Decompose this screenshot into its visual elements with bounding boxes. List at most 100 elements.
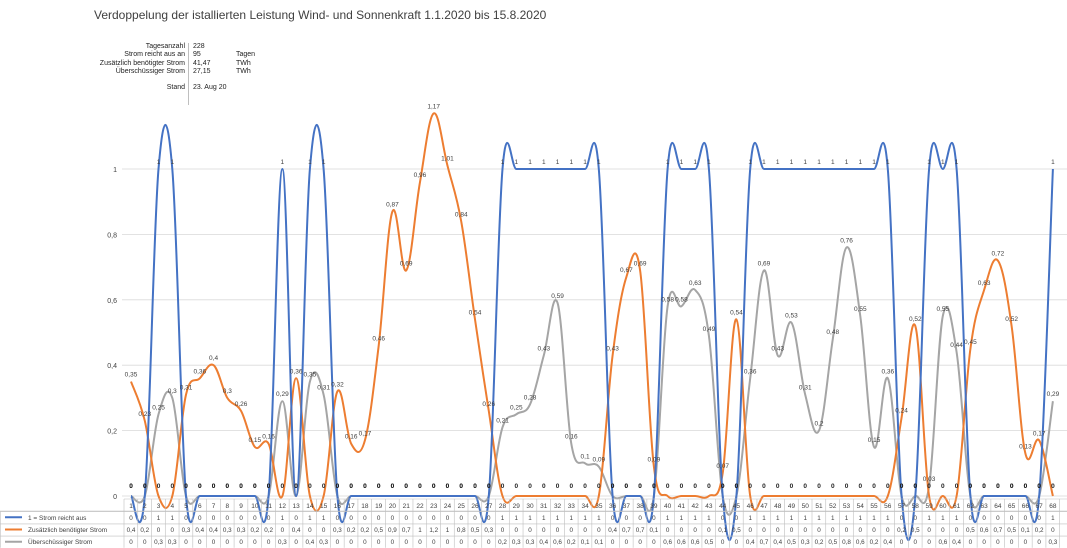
table-cell: 0 bbox=[322, 527, 326, 534]
point-label: 0 bbox=[858, 483, 862, 490]
point-label: 0 bbox=[184, 483, 188, 490]
table-cell: 0 bbox=[473, 539, 477, 546]
point-label: 0,03 bbox=[923, 476, 936, 483]
point-label: 0 bbox=[418, 483, 422, 490]
point-label: 0 bbox=[377, 483, 381, 490]
table-cell: 0 bbox=[404, 539, 408, 546]
data-table: 1 2 3 4 5 6 7 8 9 10 11 12 13 14 15 16 17 18 19 20 21 22 23 24 2… bbox=[0, 498, 1067, 548]
table-cell: 0,2 bbox=[498, 539, 507, 546]
table-cell: 0 bbox=[418, 515, 422, 522]
point-label: 0 bbox=[170, 483, 174, 490]
table-cell: 0,4 bbox=[539, 539, 548, 546]
point-label: 0,13 bbox=[1019, 443, 1032, 450]
table-cell: 0 bbox=[748, 527, 752, 534]
series-line bbox=[130, 112, 1054, 512]
table-cell: 0,5 bbox=[787, 539, 796, 546]
category-label: 25 bbox=[458, 503, 466, 510]
point-label: 0 bbox=[377, 483, 381, 490]
point-label: 0 bbox=[391, 483, 395, 490]
table-cell: 0 bbox=[336, 539, 340, 546]
table-cell: 0,3 bbox=[237, 527, 246, 534]
y-axis-ticks: 0 0,2 0,4 0,6 0,8 1 bbox=[107, 167, 117, 501]
table-cell: 0,4 bbox=[292, 527, 301, 534]
table-cell: 0 bbox=[432, 539, 436, 546]
table-cell: 1 bbox=[281, 515, 285, 522]
table-cell: 0 bbox=[982, 515, 986, 522]
category-label: 18 bbox=[361, 503, 369, 510]
table-cell: 0 bbox=[363, 515, 367, 522]
category-label: 7 bbox=[212, 503, 216, 510]
table-cell: 0 bbox=[914, 515, 918, 522]
category-label: 6 bbox=[198, 503, 202, 510]
table-cell: 0 bbox=[432, 515, 436, 522]
table-cell: 0 bbox=[1051, 527, 1055, 534]
point-label: 0,59 bbox=[551, 293, 564, 300]
point-label: 0 bbox=[129, 483, 133, 490]
category-label: 14 bbox=[306, 503, 314, 510]
category-label: 35 bbox=[595, 503, 603, 510]
point-label: 0 bbox=[129, 483, 133, 490]
point-label: 0 bbox=[625, 483, 629, 490]
table-cell: 0,2 bbox=[870, 539, 879, 546]
point-label: 1 bbox=[707, 159, 711, 166]
table-cell: 0,7 bbox=[622, 527, 631, 534]
table-cell: 0 bbox=[721, 515, 725, 522]
table-cell: 0 bbox=[570, 527, 574, 534]
table-cell: 0,4 bbox=[127, 527, 136, 534]
point-label: 0,09 bbox=[648, 457, 661, 464]
point-label: 0,52 bbox=[1005, 316, 1018, 323]
category-label: 37 bbox=[623, 503, 631, 510]
table-cell: 0 bbox=[762, 527, 766, 534]
point-label: 0 bbox=[198, 483, 202, 490]
info-box: Tagesanzahl 228 Strom reicht aus an 95 Tagen… bbox=[95, 43, 265, 92]
category-label: 4 bbox=[170, 503, 174, 510]
point-label: 0,48 bbox=[826, 329, 839, 336]
point-label: 0 bbox=[446, 483, 450, 490]
table-cell: 0,5 bbox=[911, 527, 920, 534]
category-label: 64 bbox=[994, 503, 1002, 510]
table-cell: 0,6 bbox=[856, 539, 865, 546]
category-label: 24 bbox=[444, 503, 452, 510]
category-label: 38 bbox=[637, 503, 645, 510]
category-label: 59 bbox=[925, 503, 933, 510]
table-cell: 1 bbox=[501, 515, 505, 522]
category-label: 13 bbox=[293, 503, 301, 510]
point-label: 0,45 bbox=[964, 339, 977, 346]
point-label: 0,96 bbox=[414, 172, 427, 179]
point-label: 0 bbox=[666, 483, 670, 490]
info-row-unit: Tagen bbox=[236, 51, 256, 59]
point-label: 0,25 bbox=[510, 404, 523, 411]
table-cell: 0,6 bbox=[663, 539, 672, 546]
table-cell: 0 bbox=[817, 527, 821, 534]
table-cell: 1 bbox=[762, 515, 766, 522]
category-label: 17 bbox=[348, 503, 356, 510]
table-cell: 0 bbox=[955, 527, 959, 534]
point-label: 0,52 bbox=[909, 316, 922, 323]
point-label: 0 bbox=[267, 483, 271, 490]
table-cell: 0 bbox=[886, 527, 890, 534]
legend-label: Überschüssiger Strom bbox=[28, 538, 92, 546]
table-cell: 0 bbox=[459, 539, 463, 546]
point-label: 1 bbox=[308, 159, 312, 166]
point-label: 0,17 bbox=[359, 430, 372, 437]
category-label: 63 bbox=[981, 503, 989, 510]
table-cell: 0 bbox=[1024, 515, 1028, 522]
table-cell: 1 bbox=[666, 515, 670, 522]
point-label: 0 bbox=[900, 483, 904, 490]
point-label: 0 bbox=[941, 483, 945, 490]
point-label: 0 bbox=[914, 483, 918, 490]
table-cell: 0 bbox=[542, 527, 546, 534]
table-cell: 0 bbox=[239, 539, 243, 546]
point-label: 0 bbox=[735, 483, 739, 490]
point-label: 0 bbox=[212, 483, 216, 490]
table-cell: 0 bbox=[1037, 539, 1041, 546]
point-label: 0 bbox=[542, 483, 546, 490]
table-cell: 0 bbox=[666, 527, 670, 534]
point-label: 0,1 bbox=[581, 453, 590, 460]
point-label: 0,4 bbox=[209, 355, 218, 362]
category-label: 41 bbox=[678, 503, 686, 510]
table-cell: 0 bbox=[198, 515, 202, 522]
table-cell: 1 bbox=[515, 515, 519, 522]
point-label: 0 bbox=[1051, 483, 1055, 490]
category-label: 34 bbox=[581, 503, 589, 510]
